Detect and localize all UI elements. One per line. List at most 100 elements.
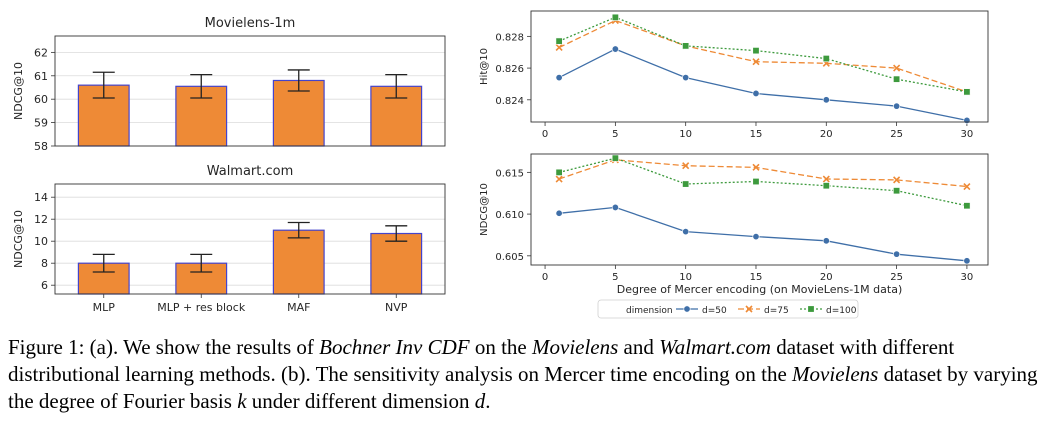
hit10-line-chart: 0.824 0.826 0.828 0 5 10 15 20 25 30 Hit@10 bbox=[479, 10, 989, 140]
x-tick-label: 5 bbox=[612, 129, 618, 140]
data-point bbox=[807, 305, 815, 313]
data-point bbox=[752, 163, 760, 171]
legend-label: d=50 bbox=[702, 306, 727, 316]
x-tick-label: 15 bbox=[750, 129, 763, 140]
y-tick-label: 8 bbox=[41, 257, 48, 270]
bar-nvp bbox=[370, 232, 423, 295]
data-point bbox=[822, 175, 830, 183]
data-point bbox=[611, 203, 619, 211]
caption-italic: Bochner Inv CDF bbox=[319, 335, 470, 359]
data-point bbox=[555, 209, 563, 217]
data-point bbox=[555, 175, 563, 183]
data-point bbox=[893, 75, 901, 83]
plot-frame bbox=[530, 153, 989, 266]
data-point bbox=[682, 180, 690, 188]
caption-italic: Movielens bbox=[532, 335, 619, 359]
x-tick-label: 25 bbox=[890, 129, 903, 140]
chart-title: Movielens-1m bbox=[205, 16, 296, 31]
y-tick-label: 62 bbox=[34, 46, 48, 59]
dimension-legend: dimension d=50 d=75 d=100 bbox=[597, 299, 859, 319]
y-tick-label: 58 bbox=[34, 140, 48, 153]
x-tick-label: 30 bbox=[961, 272, 974, 283]
bar-mlp bbox=[77, 84, 130, 147]
x-tick-label: 0 bbox=[542, 129, 548, 140]
x-tick-label: MLP bbox=[93, 301, 116, 314]
x-tick-label: 10 bbox=[679, 129, 692, 140]
data-point bbox=[963, 88, 971, 96]
x-tick-label: 10 bbox=[679, 272, 692, 283]
x-axis-label: Degree of Mercer encoding (on MovieLens-… bbox=[617, 283, 902, 296]
y-tick-label: 0.615 bbox=[495, 168, 524, 179]
data-point bbox=[555, 168, 563, 176]
figure-canvas: 58 59 60 61 62 Movielens-1m NDCG@10 6 8 10 12 14 ML… bbox=[12, 10, 989, 319]
y-tick-label: 6 bbox=[41, 279, 48, 292]
data-point bbox=[822, 237, 830, 245]
data-point bbox=[893, 64, 901, 72]
legend-title: dimension bbox=[626, 306, 673, 316]
x-tick-label: 20 bbox=[820, 272, 833, 283]
plot-area bbox=[531, 154, 988, 265]
data-point bbox=[682, 74, 690, 82]
data-point bbox=[963, 116, 971, 124]
y-tick-label: 0.824 bbox=[495, 96, 524, 107]
data-point bbox=[555, 74, 563, 82]
x-tick-label: 30 bbox=[961, 129, 974, 140]
caption-italic: d bbox=[474, 389, 486, 413]
legend-box bbox=[597, 299, 859, 319]
data-point bbox=[893, 176, 901, 184]
data-point bbox=[752, 178, 760, 186]
y-tick-label: 59 bbox=[34, 117, 48, 130]
data-point bbox=[611, 154, 619, 162]
data-point bbox=[611, 45, 619, 53]
y-axis-label: Hit@10 bbox=[479, 48, 490, 85]
data-point bbox=[555, 43, 563, 52]
caption-text: dataset by varying the degree of Fourier… bbox=[8, 362, 1038, 413]
data-point bbox=[555, 37, 563, 45]
caption-italic: Walmart.com bbox=[659, 335, 771, 359]
data-point bbox=[752, 233, 760, 241]
data-point bbox=[682, 228, 690, 236]
data-point bbox=[893, 102, 901, 110]
x-tick-label: MAF bbox=[287, 301, 310, 314]
caption-text: under different dimension bbox=[246, 389, 475, 413]
data-point bbox=[822, 182, 830, 190]
y-tick-label: 10 bbox=[34, 235, 48, 248]
data-point bbox=[752, 47, 760, 55]
chart-title: Walmart.com bbox=[207, 164, 294, 179]
plot-frame bbox=[530, 10, 989, 123]
caption-text: on the bbox=[469, 335, 532, 359]
plot-frame bbox=[54, 183, 446, 295]
data-point bbox=[752, 58, 760, 66]
x-tick-label: 0 bbox=[542, 272, 548, 283]
data-point bbox=[963, 257, 971, 265]
plot-area bbox=[531, 11, 988, 122]
x-tick-label: 15 bbox=[750, 272, 763, 283]
data-point bbox=[682, 162, 690, 170]
data-point bbox=[822, 55, 830, 63]
y-axis-label: NDCG@10 bbox=[12, 62, 25, 120]
x-tick-label: NVP bbox=[385, 301, 408, 314]
ndcg10-line-chart: 0.605 0.610 0.615 0 5 10 15 20 25 30 NDCG@10 Degree… bbox=[479, 153, 989, 296]
walmart-bar-chart: 6 8 10 12 14 MLP MLP + res block MAF NVP Walmart.… bbox=[12, 164, 446, 314]
x-tick-label: 25 bbox=[890, 272, 903, 283]
data-point bbox=[611, 13, 619, 21]
y-tick-label: 61 bbox=[34, 70, 48, 83]
data-point bbox=[893, 187, 901, 195]
legend-label: d=100 bbox=[826, 306, 857, 316]
y-tick-label: 0.826 bbox=[495, 64, 524, 75]
x-tick-label: 5 bbox=[612, 272, 618, 283]
y-tick-label: 12 bbox=[34, 213, 48, 226]
data-point bbox=[822, 96, 830, 104]
caption-italic: Movielens bbox=[792, 362, 879, 386]
caption-text: Figure 1: (a). We show the results of bbox=[8, 335, 320, 359]
caption-text: dataset with different distributional le… bbox=[8, 335, 955, 386]
y-tick-label: 0.610 bbox=[495, 210, 524, 221]
x-tick-label: MLP + res block bbox=[157, 301, 246, 314]
y-tick-label: 60 bbox=[34, 93, 48, 106]
caption-text: and bbox=[618, 335, 660, 359]
data-point bbox=[745, 305, 753, 313]
caption-italic: k bbox=[237, 389, 247, 413]
bar-maf bbox=[272, 229, 325, 295]
legend-label: d=75 bbox=[764, 306, 789, 316]
plot-frame bbox=[54, 35, 446, 147]
